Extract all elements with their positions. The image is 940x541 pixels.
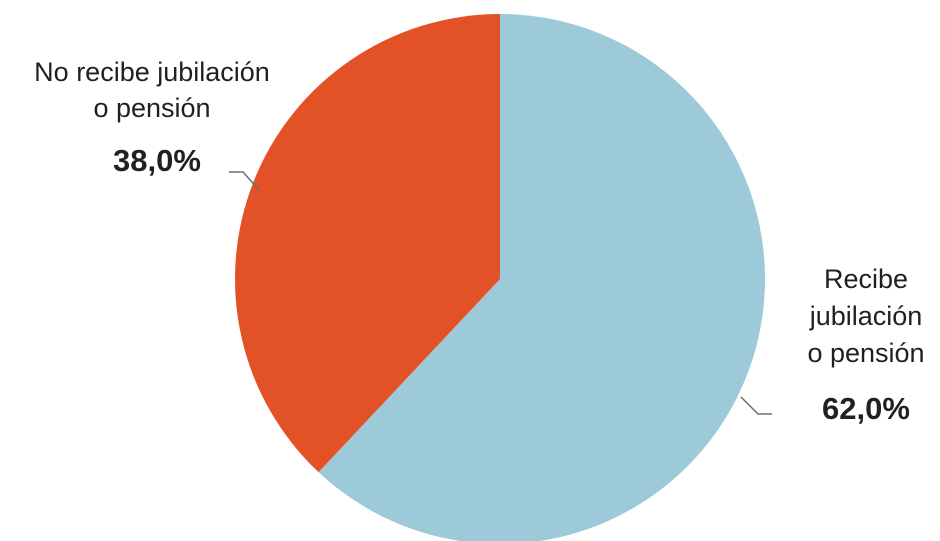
leader-line [229,171,260,191]
slice-value-label: 62,0% [822,391,910,426]
slices-layer [235,14,766,541]
slice-label-line: jubilación [809,301,923,331]
pie-slice-0 [318,14,766,541]
slice-label-line: o pensión [807,338,924,368]
slice-value-label: 38,0% [113,143,201,178]
slice-label-line: o pensión [93,93,210,123]
slice-label-line: Recibe [824,264,908,294]
leader-line [740,396,772,415]
slice-label-line: No recibe jubilación [34,57,270,87]
labels-layer: Recibe jubilación o pensión 62,0% No rec… [34,57,924,426]
slice-label-recibe: Recibe jubilación o pensión 62,0% [740,264,925,426]
pie-slice-1 [235,14,501,473]
slice-label-no-recibe: No recibe jubilación o pensión 38,0% [34,57,270,191]
